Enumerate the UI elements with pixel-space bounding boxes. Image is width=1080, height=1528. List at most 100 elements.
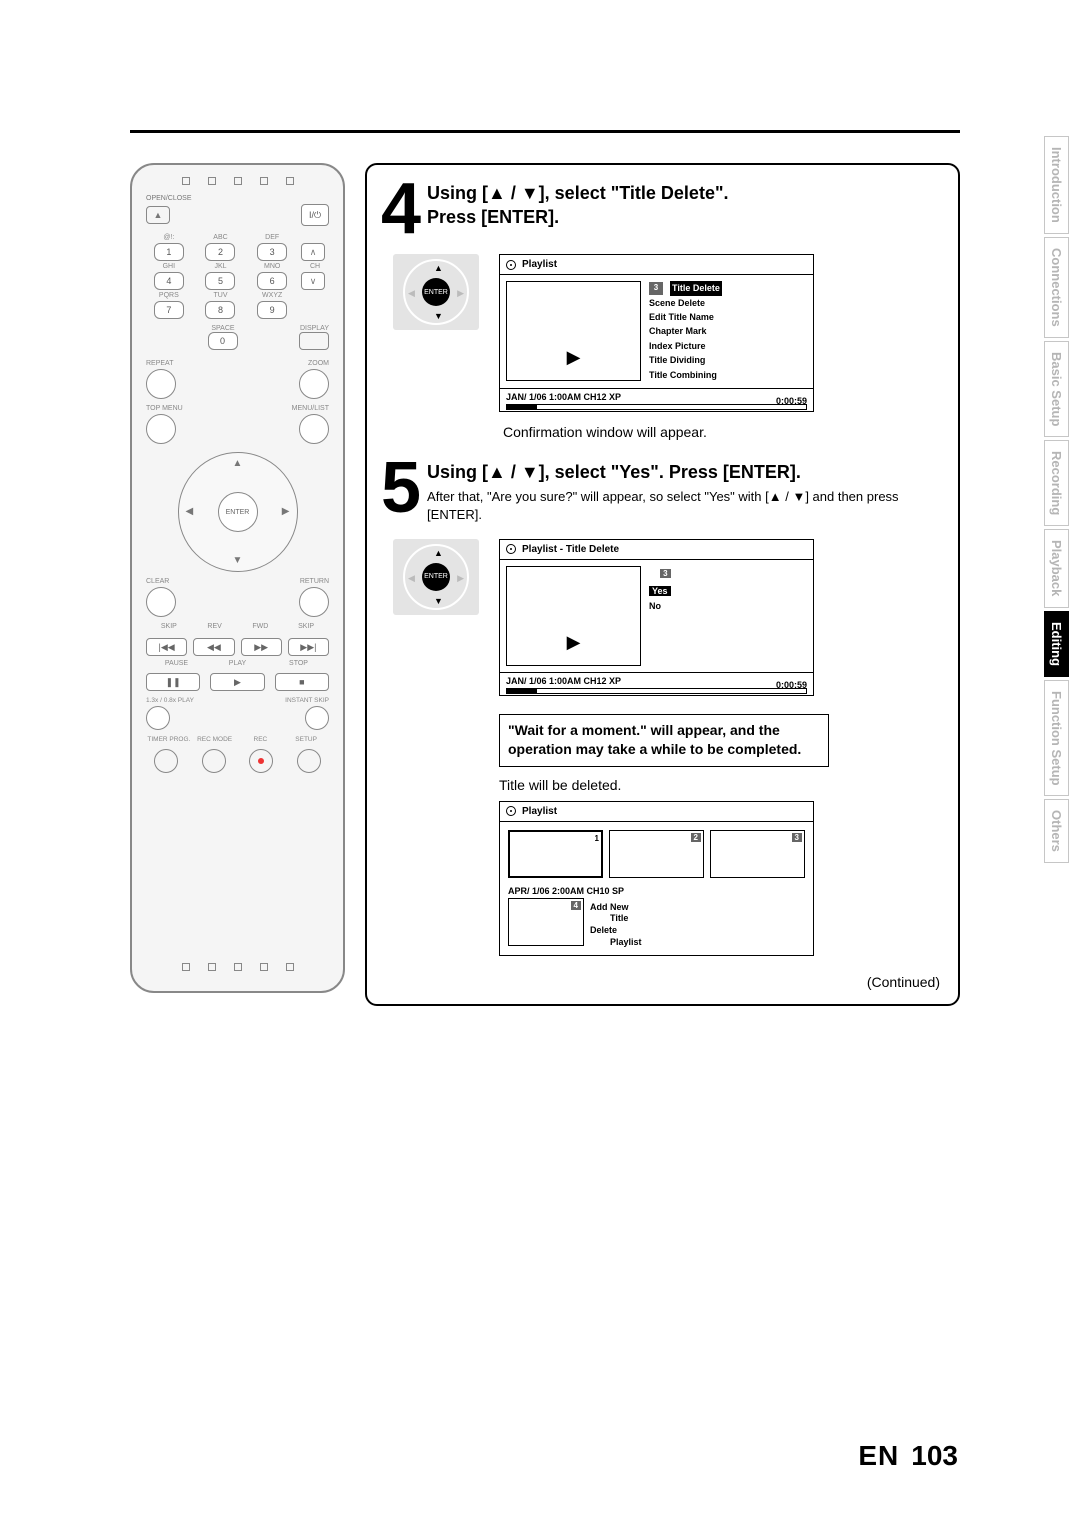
wait-note: "Wait for a moment." will appear, and th… — [499, 714, 829, 767]
skip-label: SKIP — [146, 623, 192, 630]
repeat-button[interactable] — [146, 369, 176, 399]
pause-label: PAUSE — [146, 660, 207, 667]
repeat-label: REPEAT — [146, 360, 174, 367]
pause-button[interactable]: ❚❚ — [146, 673, 200, 691]
dpad-thumbnail: ENTER ▲ ▼ ◀ ▶ — [393, 254, 479, 330]
timer-button[interactable] — [154, 749, 178, 773]
tab-editing: Editing — [1044, 611, 1069, 677]
menulist-button[interactable] — [299, 414, 329, 444]
stop-button[interactable]: ■ — [275, 673, 329, 691]
title-badge: 3 — [649, 282, 663, 295]
return-button[interactable] — [299, 587, 329, 617]
section-tabs: Introduction Connections Basic Setup Rec… — [1044, 136, 1070, 866]
fwd-button[interactable]: ▶▶ — [241, 638, 282, 656]
key-8[interactable]: 8 — [205, 301, 235, 319]
key-label: ABC — [198, 234, 244, 241]
tab-playback: Playback — [1044, 529, 1069, 607]
dpad[interactable]: ENTER ▲ ▼ ◀ ▶ — [178, 452, 298, 572]
skip-back-button[interactable]: |◀◀ — [146, 638, 187, 656]
skip-fwd-button[interactable]: ▶▶| — [288, 638, 329, 656]
tab-recording: Recording — [1044, 440, 1069, 526]
key-label: PQRS — [146, 292, 192, 299]
step-4: 4 Using [▲ / ▼], select "Title Delete". … — [381, 179, 942, 440]
key-3[interactable]: 3 — [257, 243, 287, 261]
clear-button[interactable] — [146, 587, 176, 617]
key-1[interactable]: 1 — [154, 243, 184, 261]
play-icon: ▶ — [567, 347, 581, 368]
key-7[interactable]: 7 — [154, 301, 184, 319]
right-arrow-icon: ▶ — [282, 506, 290, 517]
menu-item: Chapter Mark — [649, 324, 707, 338]
continued-label: (Continued) — [381, 974, 940, 990]
ch-down-button[interactable]: ∨ — [301, 272, 325, 290]
open-close-label: OPEN/CLOSE — [146, 195, 329, 202]
skip-label: SKIP — [283, 623, 329, 630]
key-2[interactable]: 2 — [205, 243, 235, 261]
rec-button[interactable] — [249, 749, 273, 773]
osd-info: JAN/ 1/06 1:00AM CH12 XP — [506, 676, 621, 686]
menu-item-title-delete: Title Delete — [670, 281, 722, 295]
enter-icon: ENTER — [422, 563, 450, 591]
power-button[interactable]: I/⏻ — [301, 204, 329, 226]
topmenu-button[interactable] — [146, 414, 176, 444]
step-5-title: Using [▲ / ▼], select "Yes". Press [ENTE… — [427, 458, 942, 484]
play-label: PLAY — [207, 660, 268, 667]
menu-item: Title Dividing — [649, 353, 705, 367]
step-4-title: Using [▲ / ▼], select "Title Delete". Pr… — [427, 179, 728, 230]
key-9[interactable]: 9 — [257, 301, 287, 319]
setup-button[interactable] — [297, 749, 321, 773]
key-label: WXYZ — [249, 292, 295, 299]
ch-label: CH — [301, 263, 329, 270]
osd-title: Playlist - Title Delete — [522, 544, 619, 555]
playlist-actions: Add New Title Delete Playlist — [590, 898, 642, 949]
key-label: DEF — [249, 234, 295, 241]
osd-title: Playlist — [522, 259, 557, 270]
playlist-cell: 2 — [609, 830, 704, 878]
steps-panel: 4 Using [▲ / ▼], select "Title Delete". … — [365, 163, 960, 1006]
key-5[interactable]: 5 — [205, 272, 235, 290]
confirm-no: No — [649, 599, 671, 613]
playlist-cell: 4 — [508, 898, 584, 946]
enter-button[interactable]: ENTER — [218, 492, 258, 532]
confirm-menu: 3 Yes No — [649, 566, 671, 666]
play-button[interactable]: ▶ — [210, 673, 264, 691]
zoom-label: ZOOM — [308, 360, 329, 367]
speed-button[interactable] — [146, 706, 170, 730]
osd-playlist-result: Playlist 1 2 3 APR/ 1/06 2:00AM CH10 SP … — [499, 801, 814, 956]
zoom-button[interactable] — [299, 369, 329, 399]
enter-icon: ENTER — [422, 278, 450, 306]
space-label: SPACE — [211, 325, 234, 332]
playlist-cell: 1 — [508, 830, 603, 878]
rec-label: REC — [238, 736, 284, 743]
progress-bar — [506, 404, 807, 410]
ch-up-button[interactable]: ∧ — [301, 243, 325, 261]
key-label: JKL — [198, 263, 244, 270]
step4-confirm-text: Confirmation window will appear. — [503, 424, 942, 440]
display-button[interactable] — [299, 332, 329, 350]
fwd-label: FWD — [238, 623, 284, 630]
key-4[interactable]: 4 — [154, 272, 184, 290]
key-label: TUV — [198, 292, 244, 299]
key-label: @!: — [146, 234, 192, 241]
osd-menu: 3Title Delete Scene Delete Edit Title Na… — [649, 281, 807, 382]
osd-info: APR/ 1/06 2:00AM CH10 SP — [500, 886, 813, 898]
deleted-text: Title will be deleted. — [499, 777, 942, 793]
instant-button[interactable] — [305, 706, 329, 730]
speed-label: 1.3x / 0.8x PLAY — [146, 697, 194, 704]
key-6[interactable]: 6 — [257, 272, 287, 290]
timer-label: TIMER PROG. — [146, 736, 192, 743]
menu-item: Edit Title Name — [649, 310, 714, 324]
recmode-button[interactable] — [202, 749, 226, 773]
stop-label: STOP — [268, 660, 329, 667]
tab-connections: Connections — [1044, 237, 1069, 338]
key-0[interactable]: 0 — [208, 332, 238, 350]
tab-function-setup: Function Setup — [1044, 680, 1069, 797]
rev-button[interactable]: ◀◀ — [193, 638, 234, 656]
eject-button[interactable]: ▲ — [146, 206, 170, 224]
osd-title-delete: Playlist - Title Delete ▶ 3 Yes No JAN/ … — [499, 539, 814, 696]
top-rule — [130, 130, 960, 133]
tab-introduction: Introduction — [1044, 136, 1069, 234]
remote-top-dots — [142, 177, 333, 185]
menu-item: Index Picture — [649, 339, 706, 353]
play-icon: ▶ — [567, 632, 581, 653]
